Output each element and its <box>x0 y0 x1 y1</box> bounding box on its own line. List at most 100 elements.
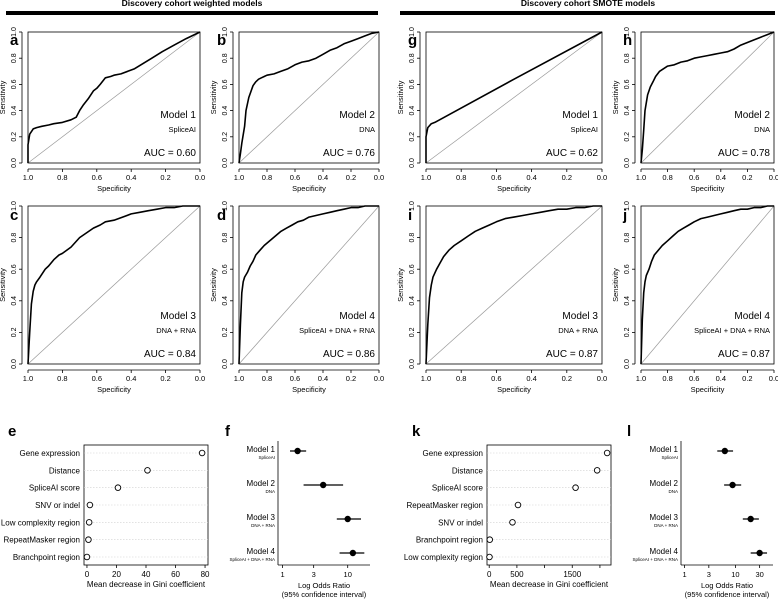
x-tick-label: 0.4 <box>526 374 536 383</box>
roc-panel-g: g 0.0 0.2 0.4 0.6 0.8 1.0 1.0 0.8 0.6 0.4 0.2 0.0 Spe… <box>396 27 607 193</box>
y-tick-label: 0.4 <box>11 106 18 116</box>
chance-diagonal <box>640 31 775 164</box>
y-tick-label: 0.4 <box>624 296 631 306</box>
x-tick-label: 0.2 <box>160 374 170 383</box>
x-tick-label: 0.0 <box>195 374 205 383</box>
y-axis-label: Sensitivity <box>0 268 7 302</box>
x-tick-label: 0.2 <box>562 173 572 182</box>
model-label: Model 4 <box>734 311 770 322</box>
y-tick-label: 0.2 <box>11 327 18 337</box>
y-tick-label: 1.0 <box>11 27 18 37</box>
x-tick-label: 0.6 <box>290 374 300 383</box>
model-label: Model 2 <box>650 479 679 488</box>
y-axis-label: Sensitivity <box>396 80 405 114</box>
chance-diagonal <box>238 205 380 365</box>
x-axis-label: Mean decrease in Gini coefficient <box>87 580 206 589</box>
category-label: Low complexity region <box>1 518 80 527</box>
y-tick-label: 0.4 <box>624 106 631 116</box>
model-label: Model 1 <box>650 445 679 454</box>
plot-frame <box>640 31 775 164</box>
y-tick-label: 0.4 <box>11 296 18 306</box>
y-tick-label: 0.2 <box>624 327 631 337</box>
model-label: Model 1 <box>160 110 196 121</box>
x-tick-label: 0.4 <box>716 173 726 182</box>
auc-label: AUC = 0.62 <box>546 148 598 159</box>
chance-diagonal <box>425 31 603 164</box>
model-label: Model 3 <box>562 311 598 322</box>
y-tick-label: 0.8 <box>222 53 229 63</box>
auc-label: AUC = 0.60 <box>144 148 196 159</box>
x-tick-label: 1 <box>682 570 686 579</box>
y-tick-label: 0.2 <box>409 132 416 142</box>
y-tick-label: 1.0 <box>222 201 229 211</box>
importance-point <box>514 501 522 509</box>
x-tick-label: 0.4 <box>126 173 136 182</box>
model-label: Model 4 <box>339 311 375 322</box>
features-label: SpliceAI + DNA + RNA <box>299 326 375 335</box>
chance-diagonal <box>640 205 775 365</box>
x-tick-label: 0.2 <box>742 374 752 383</box>
y-tick-label: 0.2 <box>624 132 631 142</box>
panel-letter: j <box>622 207 627 224</box>
y-tick-label: 1.0 <box>222 27 229 37</box>
y-tick-label: 0.0 <box>222 158 229 168</box>
x-tick-label: 0.8 <box>456 173 466 182</box>
x-tick-label: 80 <box>201 570 210 579</box>
header-right-title: Discovery cohort SMOTE models <box>521 0 655 8</box>
y-tick-label: 0.2 <box>222 132 229 142</box>
x-tick-label: 0.4 <box>716 374 726 383</box>
y-tick-label: 0.8 <box>624 233 631 243</box>
importance-point <box>85 536 92 543</box>
model-label: Model 2 <box>339 110 375 121</box>
importance-point <box>486 536 494 543</box>
y-tick-label: 0.4 <box>409 106 416 116</box>
x-tick-label: 1.0 <box>421 374 431 383</box>
panel-letter: g <box>408 32 417 49</box>
x-tick-label: 40 <box>142 570 151 579</box>
x-tick-label: 0.4 <box>126 374 136 383</box>
importance-panel-e: e Gene expression Distance SpliceAI score SN… <box>1 423 210 589</box>
category-label: SNV or indel <box>438 518 483 527</box>
importance-point <box>603 449 611 457</box>
model-label: Model 4 <box>650 547 679 556</box>
model-label: Model 4 <box>247 547 276 556</box>
y-tick-label: 0.6 <box>409 79 416 89</box>
category-label: Branchpoint region <box>13 553 80 562</box>
features-label: SpliceAI + DNA + RNA <box>694 326 770 335</box>
x-tick-label: 0.8 <box>262 173 272 182</box>
category-label: Low complexity region <box>404 553 483 562</box>
category-label: Distance <box>452 466 484 475</box>
x-tick-label: 60 <box>171 570 180 579</box>
importance-point <box>86 501 94 509</box>
odds-ratio-point <box>729 481 736 489</box>
roc-panel-h: h 0.0 0.2 0.4 0.6 0.8 1.0 1.0 0.8 0.6 0.4 0.2 0.0 Spe… <box>611 27 778 193</box>
y-tick-label: 0.4 <box>222 106 229 116</box>
panel-letter: h <box>623 32 632 49</box>
plot-frame <box>238 205 380 365</box>
model-sublabel: DNA + RNA <box>251 523 275 528</box>
x-tick-label: 0.2 <box>346 374 356 383</box>
x-tick-label: 0.2 <box>562 374 572 383</box>
y-tick-label: 0.0 <box>409 158 416 168</box>
roc-curve <box>640 31 775 164</box>
model-label: Model 2 <box>734 110 770 121</box>
x-tick-label: 0 <box>85 570 90 579</box>
panel-letter: b <box>217 32 226 49</box>
importance-point <box>144 467 151 474</box>
x-axis-label: Specificity <box>497 184 531 193</box>
y-tick-label: 0.4 <box>222 296 229 306</box>
plot-frame <box>27 205 201 365</box>
plot-frame <box>425 31 603 164</box>
x-axis-label: Log Odds Ratio <box>298 581 350 590</box>
roc-curve <box>27 205 200 365</box>
x-tick-label: 0.6 <box>92 374 102 383</box>
y-axis-label: Sensitivity <box>396 268 405 302</box>
odds-ratio-point <box>349 549 357 557</box>
x-tick-label: 0.8 <box>662 173 672 182</box>
model-label: Model 3 <box>160 311 196 322</box>
model-sublabel: DNA <box>265 489 275 494</box>
panel-letter: d <box>217 207 226 224</box>
category-label: Gene expression <box>423 449 483 458</box>
